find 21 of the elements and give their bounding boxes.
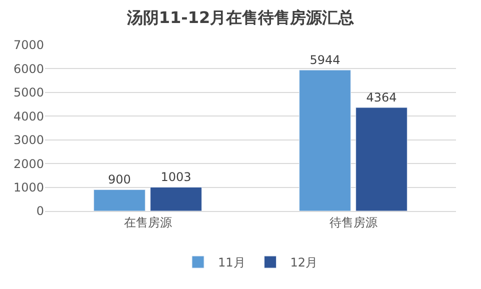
y-tick-label: 6000 (13, 62, 44, 76)
data-label: 5944 (310, 53, 340, 68)
legend-label: 11月 (218, 256, 246, 270)
x-tick-label: 待售房源 (329, 215, 378, 230)
y-tick-label: 3000 (13, 133, 44, 148)
y-tick-label: 1000 (13, 180, 44, 194)
y-tick-label: 2000 (13, 156, 44, 171)
y-tick-label: 4000 (13, 109, 44, 124)
bar (94, 189, 146, 211)
data-label: 4364 (366, 90, 397, 105)
chart-title: 汤阴11-12月在售待售房源汇总 (126, 8, 354, 27)
legend-label: 12月 (290, 256, 318, 270)
data-label: 900 (108, 172, 131, 187)
y-tick-label: 5000 (13, 86, 44, 100)
y-tick-label: 7000 (13, 38, 44, 52)
bar (150, 186, 202, 211)
y-tick-label: 0 (36, 204, 44, 218)
bar (356, 107, 408, 211)
data-label: 1003 (160, 170, 192, 184)
x-tick-label: 在售房源 (124, 215, 172, 230)
bar (299, 70, 351, 211)
